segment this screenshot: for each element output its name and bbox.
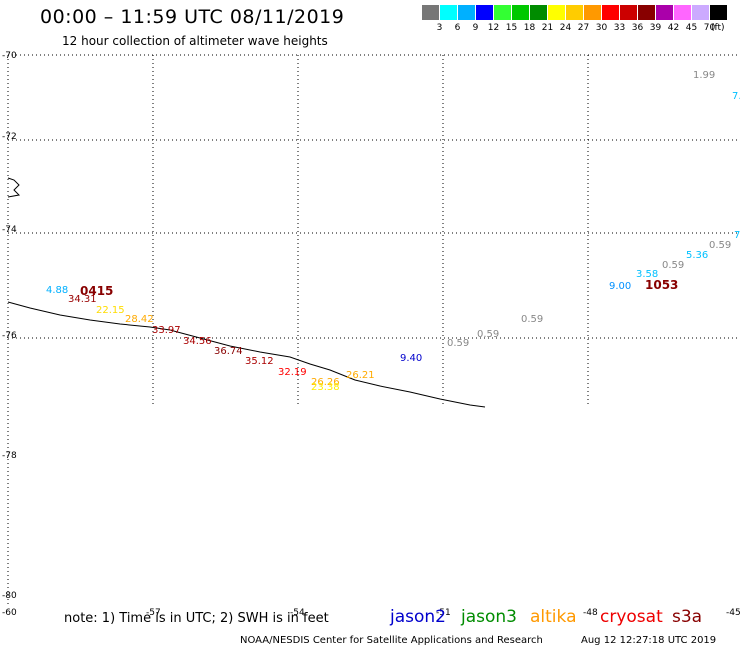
legend-swatch [584, 5, 601, 20]
legend-swatch [566, 5, 583, 20]
footer-timestamp: Aug 12 12:27:18 UTC 2019 [581, 635, 717, 646]
legend-swatch [530, 5, 547, 20]
wave-height-label: 26.26 [311, 377, 340, 388]
wave-height-label: 35.12 [245, 356, 274, 367]
legend-swatch [674, 5, 691, 20]
legend-swatch [494, 5, 511, 20]
wave-height-label: 7. [732, 91, 740, 102]
wave-height-label: 33.97 [152, 325, 181, 336]
wave-height-label: 0.59 [709, 240, 732, 251]
legend-label: 33 [613, 23, 626, 33]
legend-swatch [458, 5, 475, 20]
wave-height-label: 34.56 [183, 336, 212, 347]
longitude-label: -60 [2, 608, 17, 618]
wave-height-label: 0.59 [662, 260, 685, 271]
legend-label: 42 [667, 23, 680, 33]
coastline [7, 301, 486, 408]
longitude-label: -51 [436, 608, 451, 618]
longitude-label: -45 [726, 608, 740, 618]
wave-height-label: 0.59 [477, 329, 500, 340]
legend-label: 30 [595, 23, 608, 33]
pass-time-label: 0415 [80, 284, 114, 298]
legend-swatch [620, 5, 637, 20]
wave-height-label: 34.31 [68, 294, 97, 305]
wave-height-label: 4.88 [46, 285, 69, 296]
legend-label: 15 [505, 23, 518, 33]
legend-label: 12 [487, 23, 500, 33]
legend-label: 24 [559, 23, 572, 33]
map-subtitle: 12 hour collection of altimeter wave hei… [62, 34, 328, 48]
legend-label: 45 [685, 23, 698, 33]
latitude-label: -72 [2, 132, 17, 142]
legend-label: 3 [436, 23, 443, 33]
legend-swatch [440, 5, 457, 20]
legend-swatch [602, 5, 619, 20]
legend-label: 6 [454, 23, 461, 33]
legend-label: 27 [577, 23, 590, 33]
legend-label: 18 [523, 23, 536, 33]
satellite-legend-s3a: s3a [672, 607, 703, 627]
graticule [8, 55, 740, 405]
wave-height-label: 28.42 [125, 314, 154, 325]
legend-unit: (ft) [711, 23, 725, 33]
latitude-label: -70 [2, 51, 17, 61]
wave-height-label: 23.38 [311, 382, 340, 393]
pass-time-label: 1053 [645, 278, 679, 292]
wave-height-label: 0.59 [447, 338, 470, 349]
legend-label: 39 [649, 23, 662, 33]
satellite-legend-jason2: jason2 [390, 607, 446, 627]
wave-height-label: 22.15 [96, 305, 125, 316]
wave-height-label: 7 [734, 230, 740, 241]
latitude-label: -74 [2, 225, 17, 235]
legend-swatch [548, 5, 565, 20]
legend-swatch [422, 5, 439, 20]
wave-height-label: 0.59 [521, 314, 544, 325]
legend-label: 70 [703, 23, 716, 33]
wave-height-label: 9.40 [400, 353, 423, 364]
legend-swatch [476, 5, 493, 20]
legend-swatch [656, 5, 673, 20]
legend-swatch [638, 5, 655, 20]
footer-credit: NOAA/NESDIS Center for Satellite Applica… [240, 635, 543, 646]
coastline [7, 177, 21, 198]
legend-label: 36 [631, 23, 644, 33]
latitude-label: -78 [2, 451, 17, 461]
wave-height-label: 32.19 [278, 367, 307, 378]
wave-height-label: 36.74 [214, 346, 243, 357]
latitude-label: -76 [2, 331, 17, 341]
longitude-label: -57 [146, 608, 161, 618]
wave-height-label: 1.99 [693, 70, 716, 81]
wave-height-label: 5.36 [686, 250, 709, 261]
legend-swatch [512, 5, 529, 20]
legend-swatch [692, 5, 709, 20]
note-text: note: 1) Time is in UTC; 2) SWH is in fe… [64, 611, 329, 626]
wave-height-label: 3.58 [636, 269, 659, 280]
legend-swatch [710, 5, 727, 20]
legend-label: 21 [541, 23, 554, 33]
wave-height-label: 26.21 [346, 370, 375, 381]
satellite-legend-jason3: jason3 [461, 607, 517, 627]
satellite-legend-cryosat: cryosat [600, 607, 663, 627]
longitude-label: -48 [583, 608, 598, 618]
wave-height-label: 9.00 [609, 281, 632, 292]
legend-label: 9 [472, 23, 479, 33]
map-title: 00:00 – 11:59 UTC 08/11/2019 [40, 6, 345, 28]
satellite-legend-altika: altika [530, 607, 577, 627]
latitude-label: -80 [2, 591, 17, 601]
longitude-label: -54 [290, 608, 305, 618]
